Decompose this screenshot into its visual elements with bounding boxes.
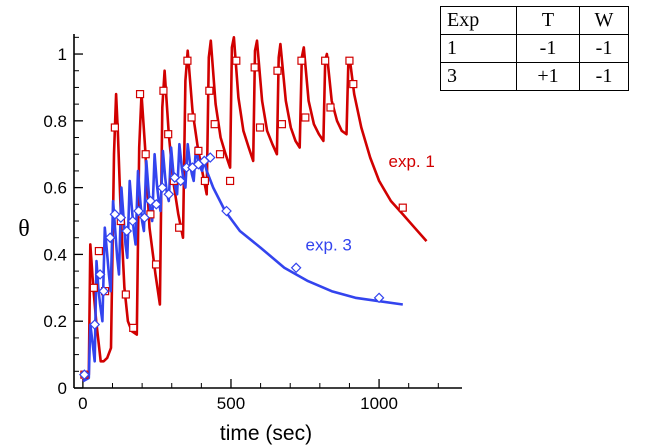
marker-diamond [127, 215, 138, 227]
marker-square [151, 260, 161, 269]
marker-square [187, 113, 196, 122]
marker-square [321, 56, 330, 65]
table-cell: 1 [440, 34, 517, 63]
x-tick-label: 500 [217, 394, 245, 413]
series-label-exp1: exp. 1 [388, 152, 434, 171]
marker-diamond [163, 188, 175, 200]
table-cell: 3 [440, 62, 517, 91]
marker-square [326, 103, 335, 112]
marker-square [200, 176, 210, 186]
marker-square [164, 130, 173, 139]
table-header-cell: Exp [440, 6, 517, 35]
series-label-exp3: exp. 3 [306, 235, 352, 254]
marker-square [135, 90, 145, 99]
marker-square [129, 323, 138, 332]
y-tick-label: 0.8 [43, 112, 67, 131]
marker-square [210, 120, 219, 129]
marker-square [398, 203, 407, 212]
table-header-cell: W [579, 6, 629, 35]
marker-square [205, 86, 214, 95]
series-line-exp3 [82, 142, 403, 383]
x-axis-label: time (sec) [220, 422, 312, 445]
marker-square [250, 63, 259, 72]
table-header-cell: T [516, 6, 580, 35]
marker-square [94, 246, 103, 256]
marker-square [273, 66, 282, 75]
y-axis-label: θ [18, 216, 30, 242]
x-tick-label: 1000 [360, 394, 398, 413]
parameter-table: Exp T W 1 -1 -1 3 +1 -1 [440, 6, 629, 91]
marker-diamond [121, 225, 133, 237]
y-tick-label: 0.6 [43, 179, 67, 198]
marker-square [345, 56, 354, 65]
marker-square [349, 79, 358, 89]
marker-square [194, 146, 203, 155]
marker-square [183, 56, 192, 65]
x-tick-label: 0 [78, 394, 87, 413]
marker-square [225, 176, 235, 186]
marker-diamond [139, 212, 150, 224]
marker-diamond [290, 262, 302, 274]
marker-diamond [89, 319, 101, 330]
y-tick-label: 1 [58, 45, 67, 64]
marker-square [232, 56, 241, 65]
marker-diamond [133, 205, 144, 217]
marker-diamond [94, 269, 106, 280]
marker-diamond [104, 232, 116, 244]
marker-square [146, 210, 155, 219]
marker-square [175, 223, 184, 232]
marker-diamond [156, 182, 168, 193]
table-cell: -1 [579, 34, 629, 63]
marker-square [297, 56, 306, 65]
marker-diamond [115, 212, 127, 224]
series-line-exp1 [81, 36, 428, 383]
marker-diamond [79, 369, 90, 380]
marker-square [110, 123, 119, 132]
y-tick-label: 0.4 [43, 245, 67, 264]
marker-square [255, 123, 265, 132]
marker-diamond [150, 198, 162, 210]
table-row: 3 +1 -1 [440, 62, 629, 91]
marker-square [121, 290, 130, 299]
table-cell: -1 [579, 62, 629, 91]
marker-square [159, 86, 168, 95]
marker-square [89, 283, 98, 292]
marker-diamond [221, 205, 232, 217]
axes: 0 500 1000 0 0.2 0.4 0.6 0.8 1 [43, 34, 462, 413]
table-header-row: Exp T W [440, 6, 629, 35]
table-cell: +1 [516, 62, 580, 91]
table-row: 1 -1 -1 [440, 34, 629, 63]
y-tick-label: 0.2 [43, 312, 67, 331]
marker-square [277, 120, 287, 129]
marker-diamond [204, 152, 216, 163]
marker-square [215, 150, 225, 159]
marker-diamond [175, 175, 186, 187]
marker-square [141, 150, 150, 159]
marker-layer [79, 56, 407, 380]
table-cell: -1 [516, 34, 580, 63]
y-tick-label: 0 [58, 379, 67, 398]
marker-diamond [373, 292, 385, 304]
marker-square [301, 113, 310, 122]
marker-diamond [98, 285, 109, 297]
